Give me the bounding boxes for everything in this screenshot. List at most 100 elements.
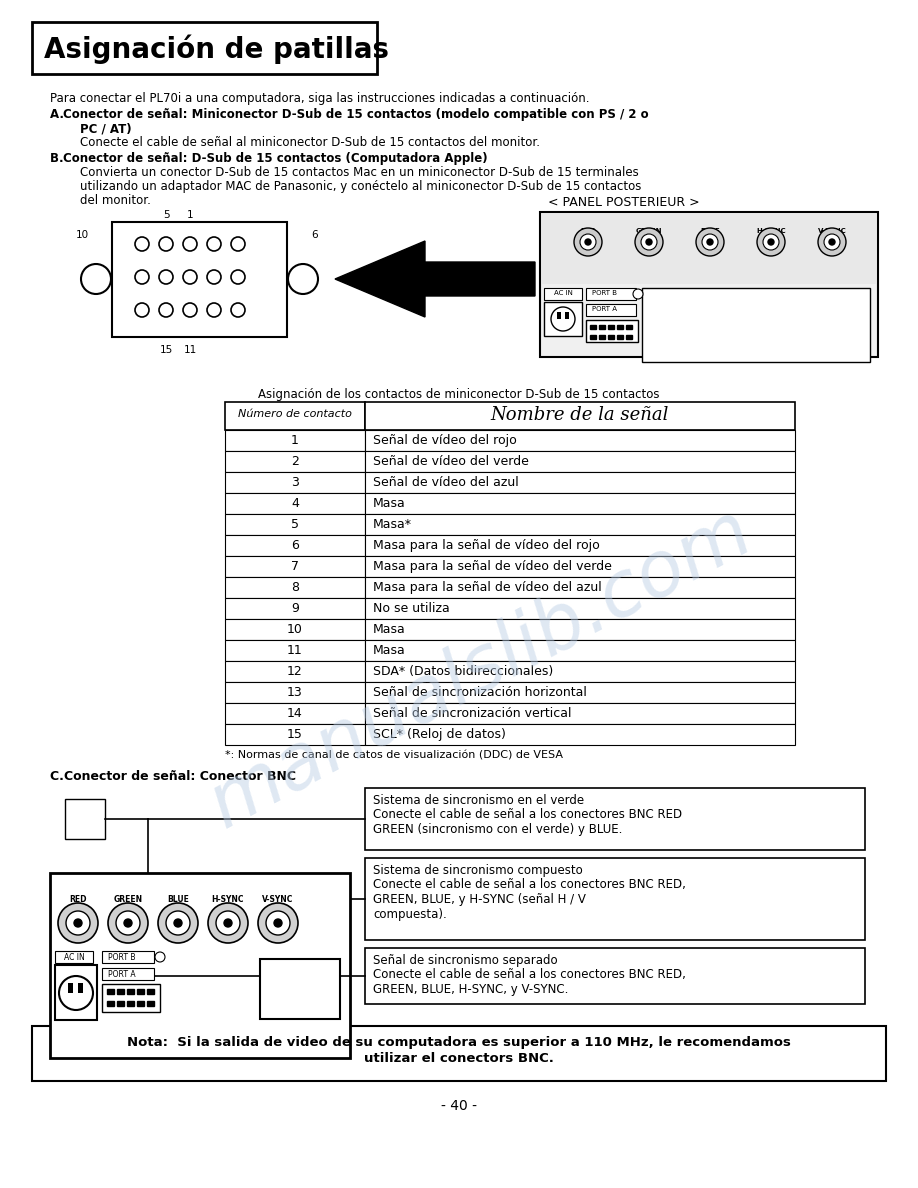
Circle shape	[66, 911, 90, 935]
Bar	[55, 965, 97, 1020]
Text: 11: 11	[184, 345, 196, 355]
Bar	[107, 988, 114, 994]
Bar	[599, 335, 605, 339]
Bar	[78, 982, 83, 993]
Text: 12: 12	[287, 665, 303, 678]
Text: utilizando un adaptador MAC de Panasonic, y conéctelo al miniconector D-Sub de 1: utilizando un adaptador MAC de Panasonic…	[80, 181, 642, 192]
Text: Masa: Masa	[373, 623, 406, 636]
Text: Masa para la señal de vídeo del rojo: Masa para la señal de vídeo del rojo	[373, 539, 599, 552]
Circle shape	[135, 303, 149, 317]
Bar	[225, 598, 365, 619]
Text: Masa: Masa	[373, 644, 406, 657]
Bar	[32, 1026, 886, 1081]
Bar	[544, 302, 582, 336]
Text: No se utiliza: No se utiliza	[373, 602, 450, 615]
Bar	[626, 326, 632, 329]
Bar	[260, 959, 340, 1019]
Text: Nota:  Si la salida de video de su computadora es superior a 110 MHz, le recomen: Nota: Si la salida de video de su comput…	[127, 1036, 791, 1049]
Bar	[112, 222, 287, 337]
Bar	[365, 514, 795, 535]
Text: manualslib.com: manualslib.com	[196, 493, 764, 842]
Bar	[225, 703, 365, 723]
Text: 5: 5	[162, 210, 169, 220]
Text: Conecte el cable de señal a los conectores BNC RED
GREEN (sincronismo con el ver: Conecte el cable de señal a los conector…	[373, 808, 682, 836]
Bar	[225, 514, 365, 535]
Text: RED: RED	[580, 228, 596, 234]
Text: 10: 10	[287, 623, 303, 636]
Circle shape	[646, 239, 652, 245]
Text: Señal de vídeo del azul: Señal de vídeo del azul	[373, 476, 519, 489]
Text: *: Normas de canal de catos de visualización (DDC) de VESA: *: Normas de canal de catos de visualiza…	[225, 750, 563, 760]
Bar	[586, 304, 636, 316]
Bar	[117, 1001, 124, 1006]
Bar	[365, 493, 795, 514]
Text: Conector de señal: Miniconector D-Sub de 15 contactos (modelo compatible con PS : Conector de señal: Miniconector D-Sub de…	[63, 108, 649, 121]
Bar	[365, 723, 795, 745]
Bar	[365, 556, 795, 577]
Text: Masa: Masa	[373, 497, 406, 510]
Text: H-SYNC: H-SYNC	[212, 895, 244, 904]
Text: Señal de sincronismo separado: Señal de sincronismo separado	[373, 954, 557, 967]
Text: 5: 5	[291, 518, 299, 531]
Text: Masa para la señal de vídeo del azul: Masa para la señal de vídeo del azul	[373, 581, 602, 594]
Bar	[127, 1001, 134, 1006]
Bar	[586, 320, 638, 342]
Circle shape	[824, 234, 840, 249]
Circle shape	[74, 920, 82, 927]
Bar	[225, 430, 365, 451]
Text: SDA* (Datos bidireccionales): SDA* (Datos bidireccionales)	[373, 665, 554, 678]
Bar	[225, 535, 365, 556]
Text: 8: 8	[291, 581, 299, 594]
Text: Sistema de sincronismo en el verde: Sistema de sincronismo en el verde	[373, 794, 584, 807]
Bar	[542, 214, 876, 284]
Text: Conector de señal: Conector BNC: Conector de señal: Conector BNC	[64, 770, 296, 783]
Bar	[147, 1001, 154, 1006]
Text: Número de contacto: Número de contacto	[238, 409, 352, 419]
Text: Masa*: Masa*	[373, 518, 412, 531]
Bar	[102, 968, 154, 980]
Text: Asignación de los contactos de miniconector D-Sub de 15 contactos: Asignación de los contactos de miniconec…	[258, 388, 660, 402]
Bar	[137, 988, 144, 994]
Text: Nombre de la señal: Nombre de la señal	[491, 406, 669, 424]
Circle shape	[288, 264, 318, 293]
Circle shape	[768, 239, 774, 245]
Circle shape	[551, 307, 575, 331]
Circle shape	[231, 236, 245, 251]
Bar	[365, 619, 795, 640]
Bar	[65, 879, 105, 920]
Text: BLUE: BLUE	[167, 895, 189, 904]
Text: Conecte el cable de señal a los conectores BNC RED,
GREEN, BLUE, y H-SYNC (señal: Conecte el cable de señal a los conector…	[373, 878, 686, 921]
Text: 10: 10	[75, 230, 88, 240]
Circle shape	[216, 911, 240, 935]
Circle shape	[81, 264, 111, 293]
Circle shape	[159, 236, 173, 251]
Bar	[225, 661, 365, 682]
Circle shape	[635, 228, 663, 255]
Text: B.: B.	[50, 152, 68, 165]
Text: - 40 -: - 40 -	[441, 1099, 477, 1113]
Text: C.: C.	[50, 770, 68, 783]
Circle shape	[757, 228, 785, 255]
Text: A.: A.	[50, 108, 68, 121]
Bar	[365, 430, 795, 451]
Circle shape	[108, 903, 148, 943]
Text: 13: 13	[287, 685, 303, 699]
Bar	[102, 952, 154, 963]
Bar	[225, 451, 365, 472]
Text: PORT A: PORT A	[591, 307, 617, 312]
Bar	[365, 451, 795, 472]
Circle shape	[763, 234, 779, 249]
Bar	[590, 335, 596, 339]
Text: del monitor.: del monitor.	[80, 194, 151, 207]
Circle shape	[158, 903, 198, 943]
Text: BLUE: BLUE	[700, 228, 720, 234]
Bar	[540, 211, 878, 358]
Circle shape	[633, 289, 643, 299]
Bar	[590, 326, 596, 329]
Circle shape	[585, 239, 591, 245]
Bar	[65, 800, 105, 839]
Text: 1: 1	[291, 434, 299, 447]
Text: Conector de señal: D-Sub de 15 contactos (Computadora Apple): Conector de señal: D-Sub de 15 contactos…	[63, 152, 487, 165]
Text: 4: 4	[291, 497, 299, 510]
Bar	[365, 948, 865, 1004]
